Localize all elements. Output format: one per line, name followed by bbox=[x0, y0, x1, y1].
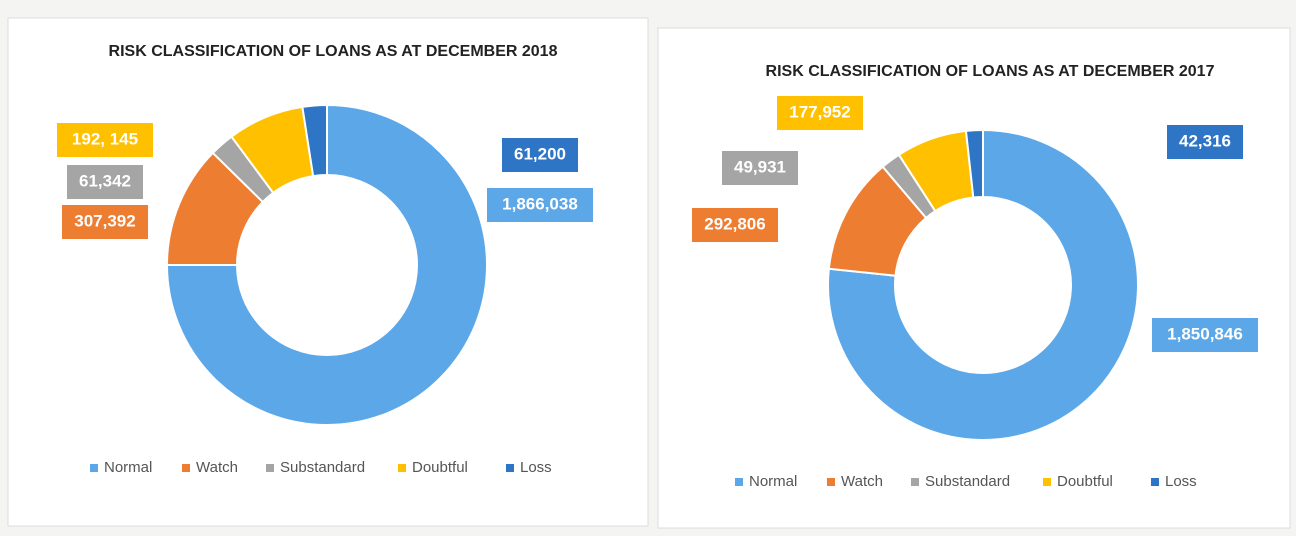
legend-swatch bbox=[1151, 478, 1159, 486]
panel bbox=[7, 17, 649, 527]
value-label-box bbox=[1152, 318, 1258, 352]
chart-title: RISK CLASSIFICATION OF LOANS AS AT DECEM… bbox=[109, 43, 558, 60]
value-label: 49,931 bbox=[734, 157, 786, 176]
legend-swatch bbox=[911, 478, 919, 486]
value-label: 61,200 bbox=[514, 144, 566, 163]
value-label-box bbox=[722, 151, 798, 185]
legend-label: Watch bbox=[196, 459, 238, 476]
value-label: 192, 145 bbox=[72, 129, 138, 148]
legend-label: Normal bbox=[749, 473, 797, 490]
value-label: 42,316 bbox=[1179, 131, 1231, 150]
legend-swatch bbox=[506, 464, 514, 472]
legend-swatch bbox=[1043, 478, 1051, 486]
legend-swatch bbox=[182, 464, 190, 472]
legend-label: Normal bbox=[104, 459, 152, 476]
chart-title: RISK CLASSIFICATION OF LOANS AS AT DECEM… bbox=[766, 63, 1215, 80]
legend-swatch bbox=[735, 478, 743, 486]
value-label-box bbox=[502, 138, 578, 172]
value-label: 307,392 bbox=[74, 211, 135, 230]
legend-swatch bbox=[398, 464, 406, 472]
value-label-box bbox=[1167, 125, 1243, 159]
value-label: 1,850,846 bbox=[1167, 324, 1243, 343]
value-label-box bbox=[62, 205, 148, 239]
donut-slice bbox=[165, 103, 488, 426]
legend-label: Loss bbox=[520, 459, 552, 476]
value-label: 177,952 bbox=[789, 102, 850, 121]
legend-label: Substandard bbox=[925, 473, 1010, 490]
legend-label: Loss bbox=[1165, 473, 1197, 490]
legend-label: Watch bbox=[841, 473, 883, 490]
value-label-box bbox=[487, 188, 593, 222]
legend-label: Substandard bbox=[280, 459, 365, 476]
value-label-box bbox=[692, 208, 778, 242]
value-label-box bbox=[57, 123, 153, 157]
legend-swatch bbox=[266, 464, 274, 472]
legend-label: Doubtful bbox=[1057, 473, 1113, 490]
legend-label: Doubtful bbox=[412, 459, 468, 476]
legend-swatch bbox=[827, 478, 835, 486]
panel bbox=[657, 27, 1291, 529]
value-label-box bbox=[67, 165, 143, 199]
donut-slice bbox=[964, 128, 984, 199]
legend-swatch bbox=[90, 464, 98, 472]
value-label: 292,806 bbox=[704, 214, 765, 233]
donut-slice bbox=[301, 103, 328, 178]
donut-slice bbox=[827, 128, 1139, 441]
value-label: 61,342 bbox=[79, 171, 131, 190]
value-label-box bbox=[777, 96, 863, 130]
value-label: 1,866,038 bbox=[502, 194, 578, 213]
